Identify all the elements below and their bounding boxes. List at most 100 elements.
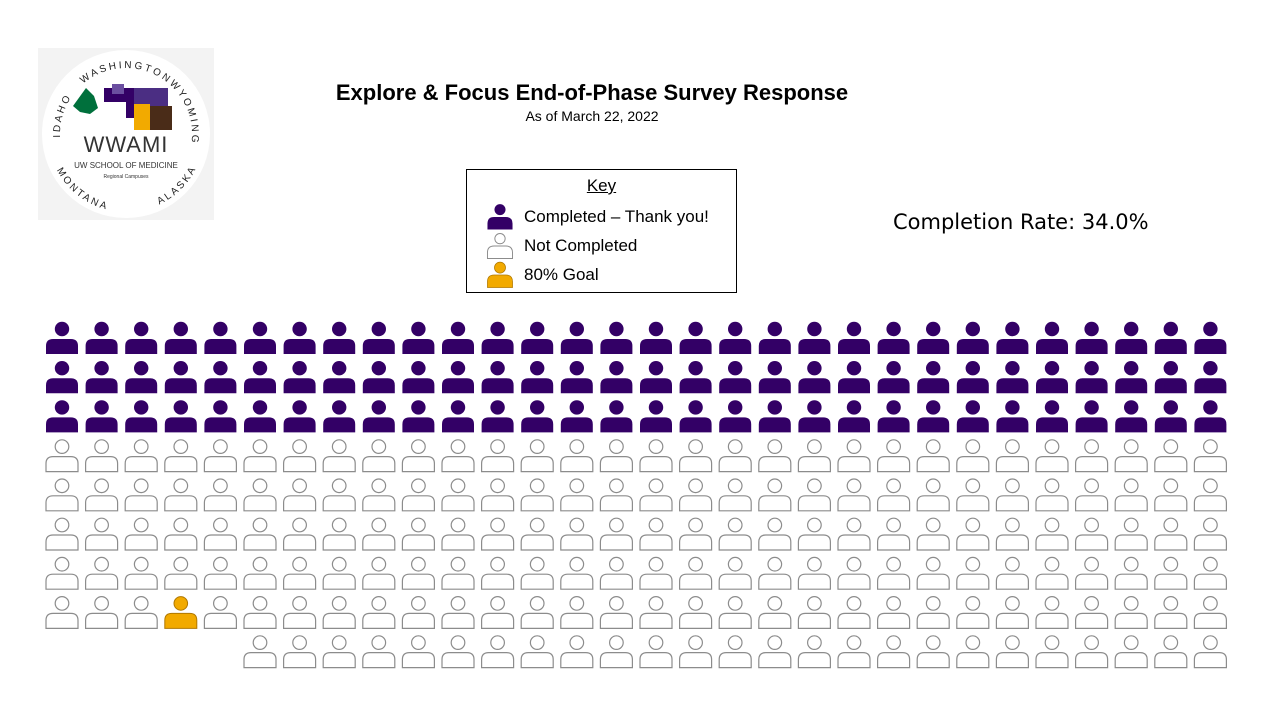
person-icon-not-completed <box>203 478 237 512</box>
person-icon-completed <box>46 321 78 354</box>
person-icon-goal <box>164 596 198 629</box>
person-icon-not-completed <box>441 478 475 512</box>
person-icon-not-completed <box>797 439 831 473</box>
person-icon-not-completed <box>797 517 831 551</box>
person-icon-not-completed <box>45 556 79 590</box>
person-icon-not-completed <box>1075 556 1109 590</box>
person-icon-not-completed <box>243 596 277 629</box>
person-icon-not-completed <box>758 439 792 473</box>
person-icon-not-completed <box>520 596 554 629</box>
person-icon-not-completed <box>1114 596 1148 629</box>
person-icon-not-completed <box>1114 439 1148 473</box>
person-icon-not-completed <box>599 439 633 473</box>
person-icon-not-completed <box>916 556 950 590</box>
person-icon-not-completed <box>1035 478 1069 512</box>
person-icon-not-completed <box>956 517 990 551</box>
person-icon-not-completed <box>639 478 673 512</box>
chart-title: Explore & Focus End-of-Phase Survey Resp… <box>335 80 849 105</box>
person-icon-completed <box>481 400 514 433</box>
person-icon-not-completed <box>481 556 515 590</box>
person-icon-not-completed <box>639 556 673 590</box>
person-icon-completed <box>758 321 791 354</box>
person-icon-completed <box>838 400 870 433</box>
legend-item-completed: Completed – Thank you! <box>485 204 709 230</box>
legend-label-goal: 80% Goal <box>524 265 599 284</box>
person-icon-completed <box>877 400 910 433</box>
legend-title: Key <box>586 176 617 195</box>
person-icon-completed <box>600 321 633 354</box>
person-icon-not-completed <box>520 517 554 551</box>
person-icon-not-completed <box>243 439 277 473</box>
person-icon-completed <box>244 321 276 354</box>
person-icon-completed <box>85 361 118 394</box>
person-icon-not-completed <box>124 517 158 551</box>
legend-item-goal: 80% Goal <box>485 261 599 288</box>
person-icon-not-completed <box>718 556 752 590</box>
person-icon-not-completed <box>322 517 356 551</box>
person-icon-completed <box>1194 361 1227 394</box>
person-icon-not-completed <box>164 439 198 473</box>
person-icon-not-completed <box>837 596 871 629</box>
person-icon-completed <box>600 400 633 433</box>
person-icon-not-completed <box>1154 478 1188 512</box>
person-icon-not-completed <box>164 517 198 551</box>
person-icon-not-completed <box>124 556 158 590</box>
person-icon-completed <box>798 321 831 354</box>
person-outline-icon <box>486 232 514 260</box>
person-icon-not-completed <box>441 517 475 551</box>
person-icon-completed <box>679 361 712 394</box>
person-icon-completed <box>917 361 950 394</box>
person-icon-not-completed <box>560 635 594 669</box>
person-icon-not-completed <box>1193 439 1227 473</box>
person-icon-not-completed <box>441 556 475 590</box>
person-icon-completed <box>719 361 752 394</box>
person-icon-completed <box>323 400 356 433</box>
person-icon-not-completed <box>916 517 950 551</box>
person-icon-completed <box>877 321 910 354</box>
person-icon-completed <box>164 400 197 433</box>
person-icon-not-completed <box>45 439 79 473</box>
person-icon-not-completed <box>481 596 515 629</box>
person-completed-icon <box>487 204 513 230</box>
person-icon-not-completed <box>837 635 871 669</box>
person-icon-completed <box>758 361 791 394</box>
person-icon-completed <box>798 361 831 394</box>
person-icon-not-completed <box>322 556 356 590</box>
person-icon-not-completed <box>45 596 79 629</box>
person-icon-completed <box>719 400 752 433</box>
person-icon-not-completed <box>283 596 317 629</box>
person-icon-not-completed <box>243 517 277 551</box>
person-icon-not-completed <box>956 439 990 473</box>
person-icon-not-completed <box>956 556 990 590</box>
person-icon-not-completed <box>679 596 713 629</box>
legend-label-not-completed: Not Completed <box>524 236 638 255</box>
person-icon-not-completed <box>1075 478 1109 512</box>
person-icon-completed <box>323 321 356 354</box>
person-icon-not-completed <box>1075 439 1109 473</box>
person-icon-completed <box>560 361 593 394</box>
person-icon-not-completed <box>679 635 713 669</box>
person-icon-not-completed <box>481 517 515 551</box>
person-icon-not-completed <box>1114 635 1148 669</box>
person-icon-not-completed <box>283 556 317 590</box>
person-icon-not-completed <box>758 517 792 551</box>
person-icon-not-completed <box>362 478 396 512</box>
person-icon-not-completed <box>520 635 554 669</box>
person-icon-not-completed <box>797 556 831 590</box>
person-icon-completed <box>1194 400 1227 433</box>
person-icon-not-completed <box>639 635 673 669</box>
person-icon-not-completed <box>837 517 871 551</box>
person-icon-completed <box>46 400 78 433</box>
person-icon-not-completed <box>322 635 356 669</box>
person-icon-completed <box>125 400 158 433</box>
person-icon-not-completed <box>995 478 1029 512</box>
person-icon-completed <box>838 321 870 354</box>
person-icon-not-completed <box>797 478 831 512</box>
person-icon-completed <box>442 361 474 394</box>
person-icon-completed <box>679 400 712 433</box>
person-icon-not-completed <box>1154 635 1188 669</box>
person-icon-completed <box>956 321 989 354</box>
person-icon-completed <box>679 321 712 354</box>
legend-label-completed: Completed – Thank you! <box>524 207 709 226</box>
person-icon-not-completed <box>679 517 713 551</box>
